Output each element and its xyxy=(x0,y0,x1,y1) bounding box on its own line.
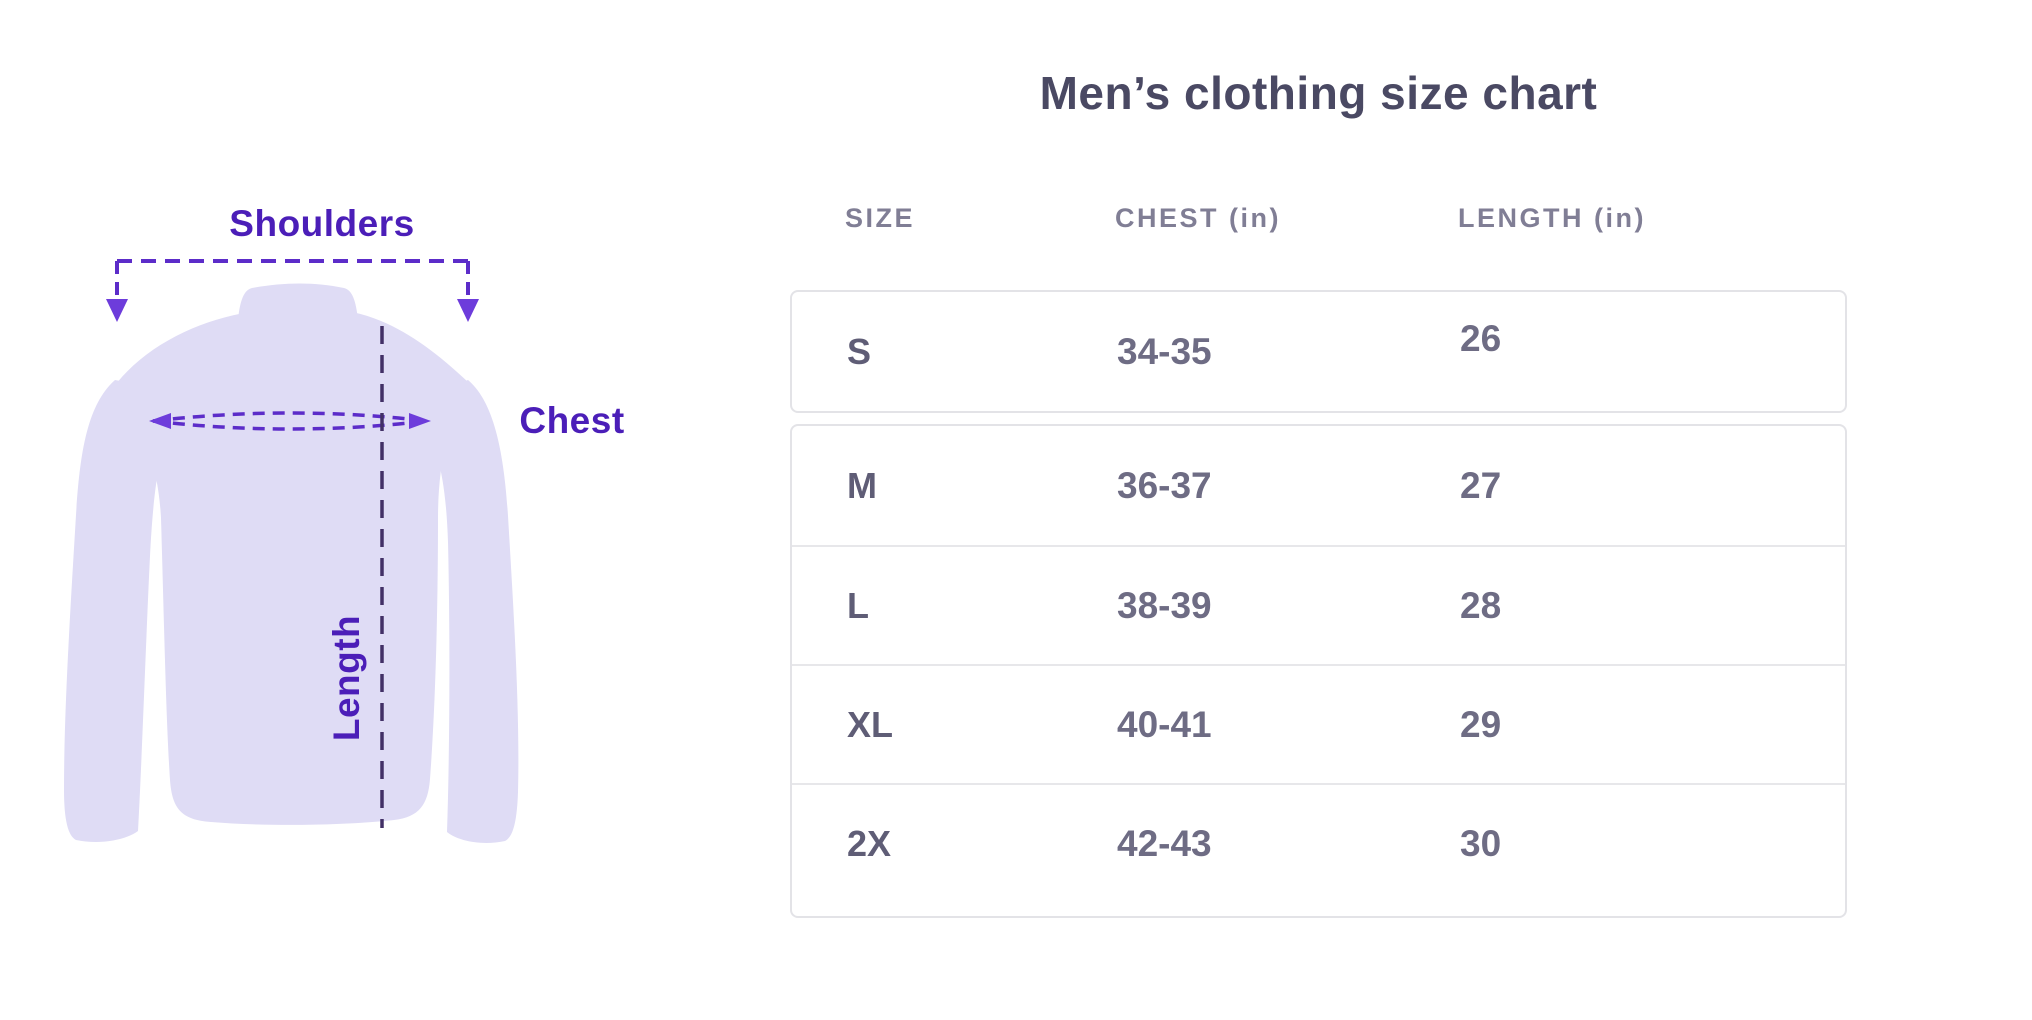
size-table-section: Men’s clothing size chart SIZE CHEST (in… xyxy=(790,0,1847,1020)
cell-size: XL xyxy=(847,703,894,745)
cell-chest: 38-39 xyxy=(1117,584,1212,626)
shirt-left-sleeve-shape xyxy=(64,380,172,842)
shoulders-measure-indicator xyxy=(115,259,470,300)
table-row-group-box: M 36-37 27 L 38-39 28 XL 40-41 29 2X 42-… xyxy=(790,424,1847,918)
shoulders-label: Shoulders xyxy=(229,203,415,244)
cell-length: 28 xyxy=(1460,584,1502,626)
table-row-box-s: S 34-35 26 xyxy=(790,290,1847,413)
cell-size: L xyxy=(847,584,869,626)
cell-size: M xyxy=(847,464,877,506)
cell-length: 29 xyxy=(1460,703,1502,745)
shirt-measurement-diagram: Shoulders Chest Length xyxy=(0,0,700,1020)
cell-chest: 36-37 xyxy=(1117,464,1212,506)
shoulders-arrowheads xyxy=(106,299,479,322)
cell-length: 26 xyxy=(1460,317,1502,359)
cell-length: 27 xyxy=(1460,464,1502,506)
shirt-back-icon xyxy=(64,283,519,843)
table-row: L 38-39 28 xyxy=(792,545,1845,664)
column-header-length: LENGTH (in) xyxy=(1458,202,1646,233)
chest-label: Chest xyxy=(519,400,625,441)
shirt-diagram-canvas xyxy=(64,259,519,843)
cell-chest: 40-41 xyxy=(1117,703,1212,745)
chest-arrowheads xyxy=(149,413,431,429)
table-row: 2X 42-43 30 xyxy=(792,783,1845,902)
table-row: S 34-35 26 xyxy=(792,292,1845,411)
column-header-size: SIZE xyxy=(845,202,916,233)
cell-chest: 42-43 xyxy=(1117,822,1212,864)
table-header-row: SIZE CHEST (in) LENGTH (in) xyxy=(790,196,1847,240)
page-title: Men’s clothing size chart xyxy=(1039,67,1598,119)
cell-size: S xyxy=(847,330,872,372)
cell-size: 2X xyxy=(847,822,892,864)
shirt-right-sleeve-shape xyxy=(420,380,519,843)
length-label: Length xyxy=(326,614,367,742)
cell-chest: 34-35 xyxy=(1117,330,1212,372)
column-header-chest: CHEST (in) xyxy=(1115,202,1281,233)
cell-length: 30 xyxy=(1460,822,1502,864)
table-row: XL 40-41 29 xyxy=(792,664,1845,783)
shirt-body-shape xyxy=(116,307,468,825)
table-row: M 36-37 27 xyxy=(792,426,1845,545)
